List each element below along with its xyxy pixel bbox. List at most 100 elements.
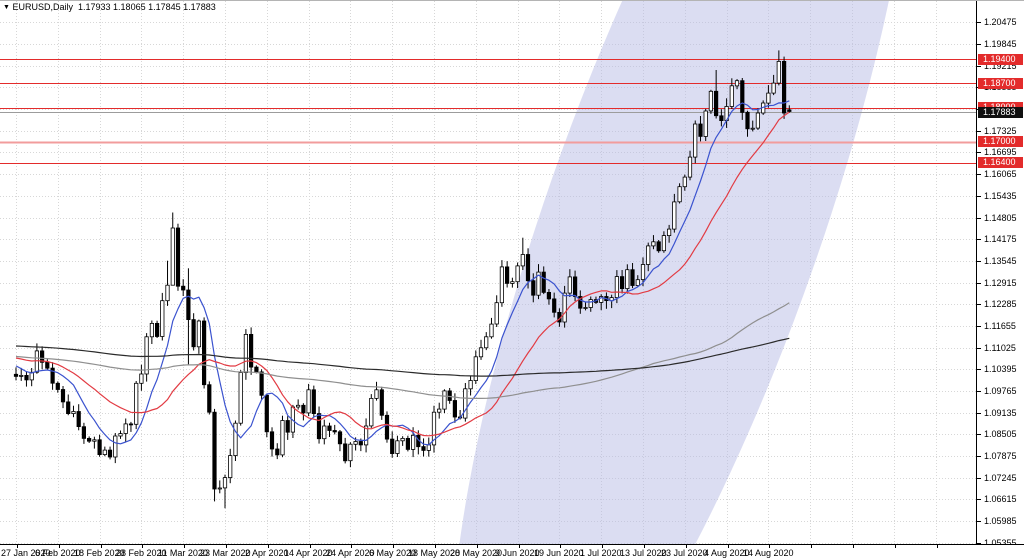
candle-body-up <box>599 296 604 303</box>
candle-body-up <box>635 279 640 287</box>
chart-expand-icon[interactable]: ▼ <box>3 4 10 11</box>
price-level-badge: 1.17000 <box>978 136 1023 147</box>
candle <box>285 416 290 440</box>
candle-body-up <box>484 336 489 349</box>
candle-body-up <box>113 435 118 458</box>
date-axis-label: 6 Feb 2020 <box>35 548 81 558</box>
candle-body-down <box>275 448 280 456</box>
price-axis[interactable]: 1.204751.198451.192151.185851.173251.166… <box>976 1 1024 548</box>
date-axis-tick <box>937 545 938 548</box>
date-axis-tick <box>310 545 311 548</box>
candle-body-up <box>661 235 667 252</box>
date-axis-label: 2 Apr 2020 <box>245 548 289 558</box>
candle <box>165 260 170 306</box>
candle <box>76 404 81 431</box>
candle <box>19 367 24 381</box>
ma-slowest-dark-line[interactable] <box>15 337 790 377</box>
candle <box>776 50 781 86</box>
candle-body-up <box>651 241 656 247</box>
candle <box>348 442 353 468</box>
symbol-period-label: EURUSD,Daily <box>12 2 73 12</box>
candle-body-up <box>222 477 228 489</box>
candle <box>154 320 160 338</box>
date-axis-label: 23 Jul 2020 <box>661 548 708 558</box>
date-axis-label: 23 Mar 2020 <box>200 548 251 558</box>
candle <box>102 446 107 457</box>
candle <box>175 223 181 291</box>
candle-body-down <box>358 441 363 446</box>
candle <box>264 393 269 438</box>
date-axis[interactable]: 27 Jan 2020 6 Feb 2020 18 Feb 2020 28 Feb 2… <box>0 544 1024 559</box>
candle <box>693 120 698 164</box>
candle <box>306 383 311 417</box>
price-axis-label: 1.09765 <box>984 386 1017 396</box>
date-axis-tick <box>560 545 561 548</box>
candle <box>708 89 714 114</box>
candle <box>698 116 703 142</box>
date-axis-tick <box>351 545 352 548</box>
candle <box>745 110 750 137</box>
candle-body-up <box>640 264 646 281</box>
price-axis-tick <box>977 434 981 435</box>
candle-body-up <box>625 269 630 290</box>
candle <box>504 261 510 288</box>
price-axis-label: 1.16065 <box>984 169 1017 179</box>
candle-body-up <box>478 347 484 358</box>
candle-body-down <box>525 254 531 282</box>
price-axis-tick <box>977 131 981 132</box>
candle-body-up <box>515 265 520 283</box>
candle-body-up <box>134 382 139 425</box>
candle <box>703 108 708 141</box>
price-axis-label: 1.09135 <box>984 408 1017 418</box>
candle <box>238 370 243 426</box>
candle-body-up <box>165 284 170 302</box>
price-axis-tick <box>977 22 981 23</box>
candle <box>714 70 719 119</box>
candle <box>640 257 646 287</box>
candle-body-down <box>504 266 510 284</box>
ohlc-open: 1.17933 <box>77 2 111 12</box>
ma-medium-red-line[interactable] <box>15 111 790 437</box>
trend-ellipse-object[interactable] <box>361 1 976 544</box>
date-axis-tick <box>895 545 896 548</box>
candle-body-up <box>431 411 437 446</box>
candle <box>515 262 520 288</box>
candle-body-up <box>426 444 431 451</box>
price-axis-tick <box>977 174 981 175</box>
candle-body-down <box>87 437 92 442</box>
candle <box>29 368 34 387</box>
ma-fast-blue-line[interactable] <box>15 100 790 446</box>
price-axis-label: 1.11655 <box>984 321 1016 331</box>
date-axis-label: 24 Apr 2020 <box>326 548 375 558</box>
candle-body-down <box>186 289 191 321</box>
candle <box>259 369 264 400</box>
candle <box>107 446 113 460</box>
candle <box>562 285 567 328</box>
candle-body-up <box>322 425 327 440</box>
ma-slow-gray-line[interactable] <box>15 302 790 399</box>
price-axis-tick <box>977 326 981 327</box>
candle-body-up <box>217 487 222 490</box>
candle-body-down <box>332 430 337 433</box>
candle <box>201 317 207 389</box>
candle <box>771 74 776 96</box>
candle-body-up <box>170 227 175 286</box>
candle-body-down <box>66 401 71 414</box>
candle <box>672 193 677 233</box>
price-axis-tick <box>977 304 981 305</box>
candle-body-down <box>745 111 750 130</box>
candle <box>740 78 745 120</box>
price-axis-label: 1.15435 <box>984 191 1017 201</box>
candle <box>186 268 191 365</box>
candle <box>614 270 620 304</box>
candle <box>400 436 405 446</box>
date-axis-tick <box>184 545 185 548</box>
candle-body-up <box>708 90 714 112</box>
candle-body-down <box>573 276 578 297</box>
candle-body-down <box>76 411 81 428</box>
candle-body-up <box>34 350 40 373</box>
candle <box>363 418 369 453</box>
candle-body-down <box>13 373 19 377</box>
candle <box>646 242 651 272</box>
candle-body-up <box>410 434 416 450</box>
